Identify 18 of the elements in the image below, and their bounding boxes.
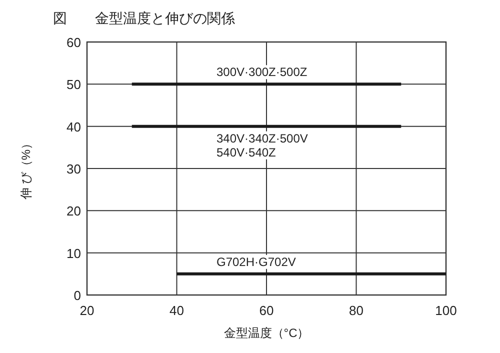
series-label: 340V·340Z·500V 540V·540Z (216, 131, 308, 160)
chart-title: 図 金型温度と伸びの関係 (53, 10, 235, 26)
series-label: G702H·G702V (216, 254, 296, 269)
x-tick-label: 40 (170, 303, 184, 318)
x-tick-label: 60 (259, 303, 274, 318)
y-tick-label: 50 (66, 77, 81, 92)
y-tick-label: 60 (66, 35, 81, 50)
y-tick-label: 0 (74, 288, 81, 303)
x-tick-label: 100 (435, 303, 457, 318)
y-tick-label: 30 (66, 162, 81, 176)
x-tick-label: 20 (80, 303, 94, 318)
x-tick-label: 80 (349, 303, 364, 318)
y-tick-label: 20 (66, 204, 81, 219)
series-label: 300V·300Z·500Z (216, 65, 308, 80)
x-axis-title: 金型温度（°C） (224, 326, 310, 340)
y-tick-label: 10 (66, 246, 81, 261)
y-axis-title: 伸 び（%） (19, 137, 33, 201)
y-tick-label: 40 (66, 119, 81, 134)
